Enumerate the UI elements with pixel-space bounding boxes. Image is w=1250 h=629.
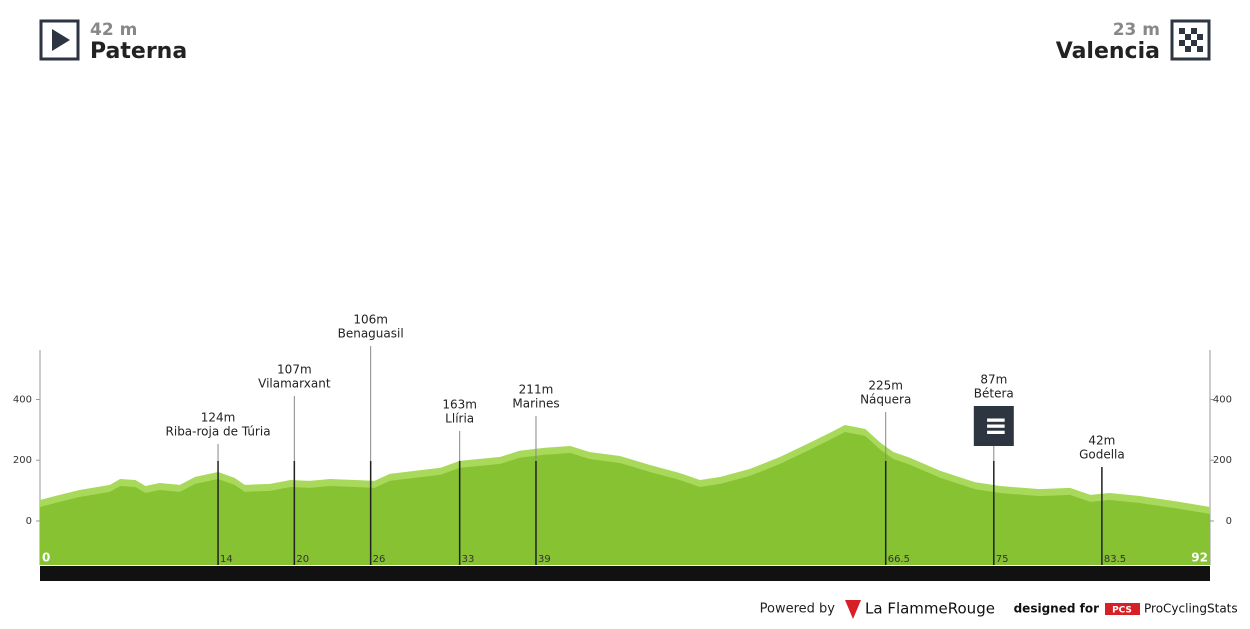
start-icon (39, 19, 80, 61)
waypoint-km: 14 (220, 554, 233, 565)
waypoint-elevation: 87m (980, 373, 1007, 387)
waypoint-elevation: 107m (277, 363, 312, 377)
y-tick-label: 400 (13, 394, 32, 405)
y-tick-label: 200 (13, 455, 32, 466)
waypoint-name: Vilamarxant (258, 377, 331, 391)
sprint-icon-glyph: ≡ (984, 409, 1007, 442)
waypoint-elevation: 42m (1088, 434, 1115, 448)
y2-tick-label: 200 (1213, 455, 1232, 466)
pcs-logo (1105, 603, 1140, 615)
waypoint-name: Náquera (860, 393, 911, 407)
waypoint-km: 83.5 (1104, 554, 1126, 565)
waypoint-name: Godella (1079, 448, 1125, 462)
profile-area (40, 431, 1210, 565)
sprint-icon (973, 406, 1014, 446)
waypoint-elevation: 124m (201, 411, 236, 425)
powered-by: Powered by (760, 602, 836, 617)
y2-tick-label: 0 (1226, 516, 1232, 527)
y2-tick-label: 400 (1213, 394, 1232, 405)
finish-name: Valencia (1056, 39, 1160, 64)
road-bar (40, 566, 1210, 581)
waypoint-km: 66.5 (888, 554, 910, 565)
brand-name: La FlammeRouge (865, 600, 995, 618)
waypoint-km: 26 (373, 554, 386, 565)
x-tick-label: 92 (1191, 551, 1208, 565)
designed-for: designed for (1014, 602, 1099, 616)
pcs-logo-text: PCS (1112, 606, 1132, 616)
waypoint-km: 20 (296, 554, 309, 565)
waypoint-km: 75 (996, 554, 1009, 565)
waypoint-name: Llíria (445, 412, 474, 426)
brand-logo (845, 600, 861, 619)
waypoint-km: 39 (538, 554, 551, 565)
site-name: ProCyclingStats (1144, 602, 1238, 616)
waypoint-elevation: 211m (519, 383, 554, 397)
y-tick-label: 0 (26, 516, 32, 527)
waypoint-name: Marines (512, 397, 559, 411)
waypoint-elevation: 106m (353, 313, 388, 327)
start-elevation: 42 m (90, 20, 137, 40)
waypoint-name: Bétera (974, 387, 1014, 401)
x-tick-label: 0 (42, 551, 50, 565)
waypoint-elevation: 163m (442, 398, 477, 412)
start-name: Paterna (90, 39, 187, 64)
waypoint-km: 33 (462, 554, 475, 565)
waypoint-name: Riba-roja de Túria (166, 425, 271, 439)
finish-icon (1170, 19, 1211, 61)
waypoint-elevation: 225m (868, 379, 903, 393)
waypoint-name: Benaguasil (338, 327, 404, 341)
finish-elevation: 23 m (1113, 20, 1160, 40)
